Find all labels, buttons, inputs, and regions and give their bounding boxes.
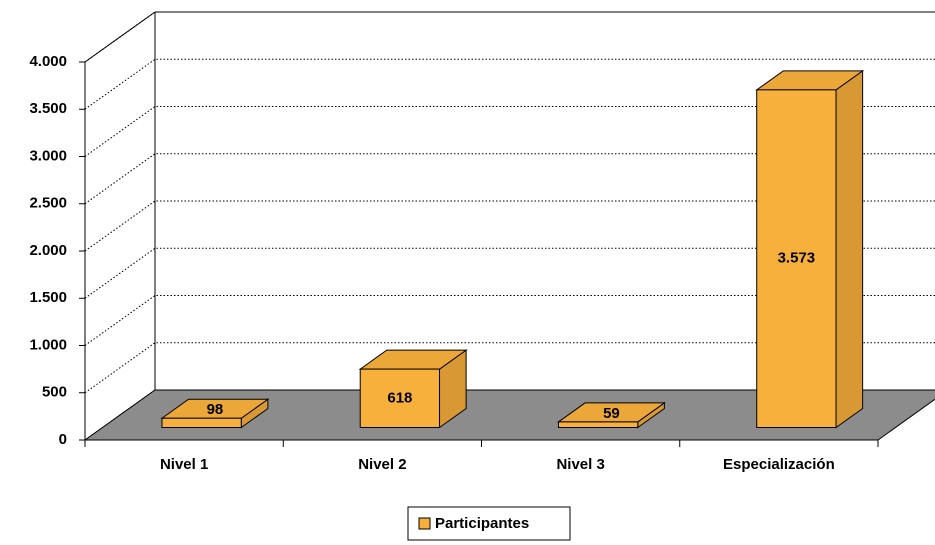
y-tick-label: 2.000	[29, 242, 67, 259]
grid-line	[84, 295, 935, 346]
y-tick-label: 3.000	[29, 147, 67, 164]
grid-line	[84, 106, 935, 157]
data-label: 98	[207, 401, 224, 418]
grid-line	[84, 153, 935, 205]
legend-label: Participantes	[435, 515, 529, 532]
bar	[756, 89, 837, 428]
bar	[359, 368, 441, 428]
bar-side	[835, 69, 864, 429]
y-tick-label: 1.500	[29, 289, 67, 306]
bar	[557, 421, 639, 428]
data-label: 59	[603, 405, 620, 422]
bar	[161, 417, 242, 429]
grid-line	[84, 58, 935, 110]
y-tick-label: 2.500	[29, 195, 67, 212]
y-tick-label: 3.500	[29, 100, 67, 117]
data-label: 3.573	[778, 250, 816, 267]
y-tick-label: 500	[42, 384, 67, 401]
x-tick-label: Nivel 3	[556, 456, 604, 473]
x-tick-label: Nivel 1	[160, 456, 208, 473]
x-tick-label: Nivel 2	[358, 456, 406, 473]
x-tick-label: Especialización	[723, 456, 835, 473]
grid-line	[84, 11, 935, 63]
grid-line	[84, 247, 935, 299]
floor	[83, 389, 935, 441]
y-tick-label: 4.000	[29, 53, 67, 70]
y-tick-label: 1.000	[29, 336, 67, 353]
legend-box	[407, 506, 571, 541]
legend-swatch	[418, 517, 431, 530]
grid-line	[84, 342, 935, 394]
data-label: 618	[387, 389, 412, 406]
y-tick-label: 0	[59, 431, 67, 448]
grid-line	[84, 200, 935, 252]
